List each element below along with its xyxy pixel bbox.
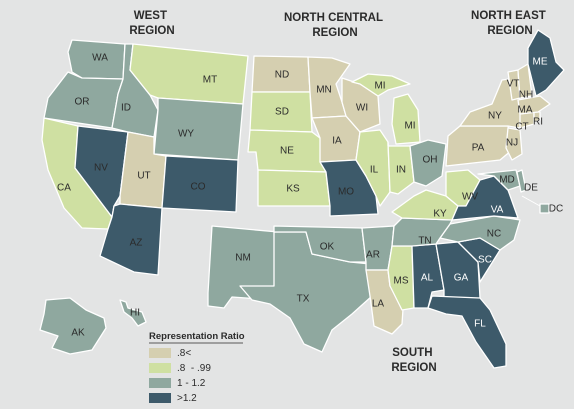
label-al: AL [421,273,434,284]
state-wy [153,97,244,161]
label-de: DE [524,183,538,194]
label-dc: DC [549,204,563,215]
label-ks: KS [286,184,300,195]
legend-swatch-2 [149,363,171,373]
state-ma [517,95,551,115]
state-oh [409,139,447,187]
state-nc [439,215,521,251]
region-west-title: WEST REGION [129,10,174,37]
label-ut: UT [137,171,150,182]
state-co [161,155,239,213]
label-ms: MS [394,276,409,287]
label-mt: MT [203,75,217,86]
label-vt: VT [507,79,520,90]
label-ny: NY [488,111,502,122]
label-nd: ND [275,70,289,81]
label-ak: AK [71,328,85,339]
region-south-title: SOUTH REGION [391,347,436,374]
label-tx: TX [297,294,310,305]
state-dc [539,203,550,214]
label-ok: OK [320,242,335,253]
state-az [99,203,163,276]
state-nh [517,63,533,99]
label-sc: SC [478,255,492,266]
label-ct: CT [515,122,528,133]
label-wv: WV [462,192,478,203]
state-mi-lower [391,93,421,145]
legend-label-2: .8 - .99 [177,363,211,374]
label-in: IN [396,165,406,176]
label-wy: WY [178,129,194,140]
dc-leader-line [521,195,541,207]
label-pa: PA [472,143,485,154]
state-me [527,29,565,97]
label-nj: NJ [506,138,518,149]
label-va: VA [491,205,504,216]
label-mn: MN [316,85,332,96]
state-shapes [39,29,565,369]
label-md: MD [499,175,515,186]
label-il: IL [370,165,379,176]
region-north-east-title: NORTH EAST REGION [471,10,549,37]
label-az: AZ [130,238,143,249]
legend: Representation Ratio .8< .8 - .99 1 - 1.… [149,331,245,404]
label-la: LA [372,299,385,310]
legend-swatch-1 [149,348,171,358]
legend-label-1: .8< [177,348,191,359]
label-mo: MO [338,187,354,198]
state-mi-upper [351,73,411,97]
state-fl [427,295,507,369]
legend-swatch-3 [149,378,171,388]
state-md [477,169,521,191]
legend-label-3: 1 - 1.2 [177,378,206,389]
state-labels: WA OR CA NV ID MT WY UT CO AZ NM AK HI N… [57,53,563,339]
label-ia: IA [332,136,342,147]
legend-title: Representation Ratio [149,331,245,342]
label-ma: MA [518,105,533,116]
label-me: ME [533,57,548,68]
state-de [516,169,527,193]
label-ky: KY [433,209,447,220]
label-nv: NV [94,163,108,174]
label-fl: FL [474,319,486,330]
legend-swatch-4 [149,393,171,403]
label-nc: NC [487,229,501,240]
label-nh: NH [519,90,533,101]
label-wa: WA [92,53,108,64]
label-co: CO [191,182,206,193]
label-ar: AR [366,250,380,261]
label-ga: GA [454,273,469,284]
label-mi-lower: MI [404,121,415,132]
label-sd: SD [275,107,289,118]
label-or: OR [75,97,90,108]
label-id: ID [121,103,131,114]
region-north-central-title: NORTH CENTRAL REGION [284,12,386,39]
label-tn: TN [418,236,431,247]
label-hi: HI [130,308,140,319]
state-nj [505,127,523,161]
state-ak [39,297,107,355]
label-mi-upper: MI [374,81,385,92]
label-oh: OH [423,155,438,166]
state-il [355,129,391,207]
legend-label-4: >1.2 [177,393,197,404]
state-hi [119,299,147,327]
label-ne: NE [280,146,294,157]
label-wi: WI [356,103,368,114]
label-ca: CA [57,183,71,194]
label-nm: NM [235,253,251,264]
label-ri: RI [533,117,543,128]
